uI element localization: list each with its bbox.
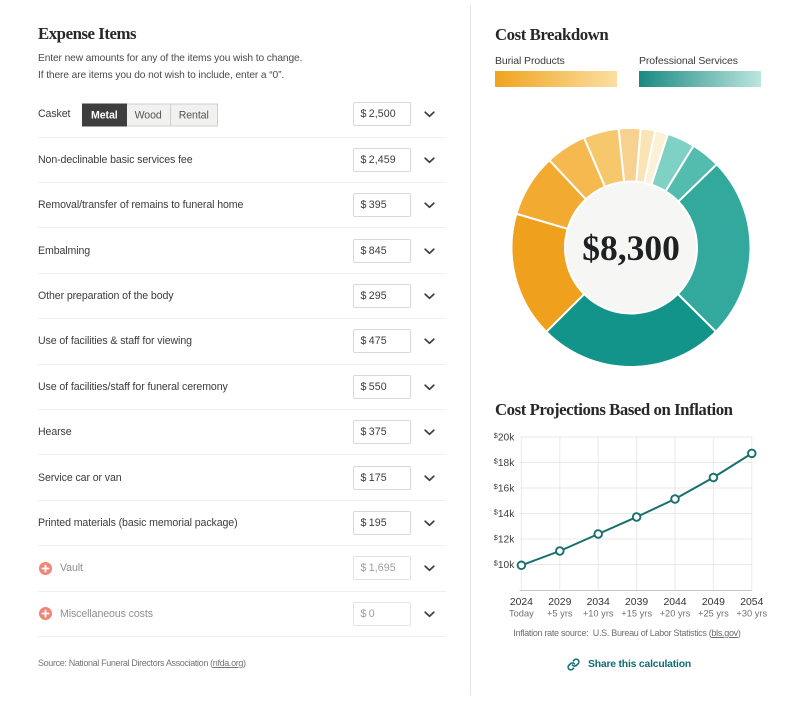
svg-text:2049: 2049 [702,597,725,608]
svg-text:+20 yrs: +20 yrs [660,609,691,619]
svg-text:2034: 2034 [587,597,610,608]
svg-text:+10 yrs: +10 yrs [583,609,614,619]
svg-text:2024: 2024 [510,597,533,608]
svg-text:2044: 2044 [663,597,686,608]
svg-text:+30 yrs: +30 yrs [736,609,767,619]
svg-text:$20k: $20k [494,431,515,444]
svg-text:$18k: $18k [494,457,515,470]
svg-text:$10k: $10k [494,559,515,572]
svg-text:2054: 2054 [740,597,763,608]
svg-text:$8,300: $8,300 [582,228,680,268]
svg-text:$12k: $12k [494,533,515,546]
svg-text:+15 yrs: +15 yrs [621,609,652,619]
svg-text:Today: Today [509,609,534,619]
svg-text:+25 yrs: +25 yrs [698,609,729,619]
svg-text:$16k: $16k [494,482,515,495]
svg-text:$14k: $14k [494,508,515,520]
svg-text:2029: 2029 [548,597,571,608]
svg-text:2039: 2039 [625,597,648,608]
svg-text:+5 yrs: +5 yrs [547,609,573,619]
